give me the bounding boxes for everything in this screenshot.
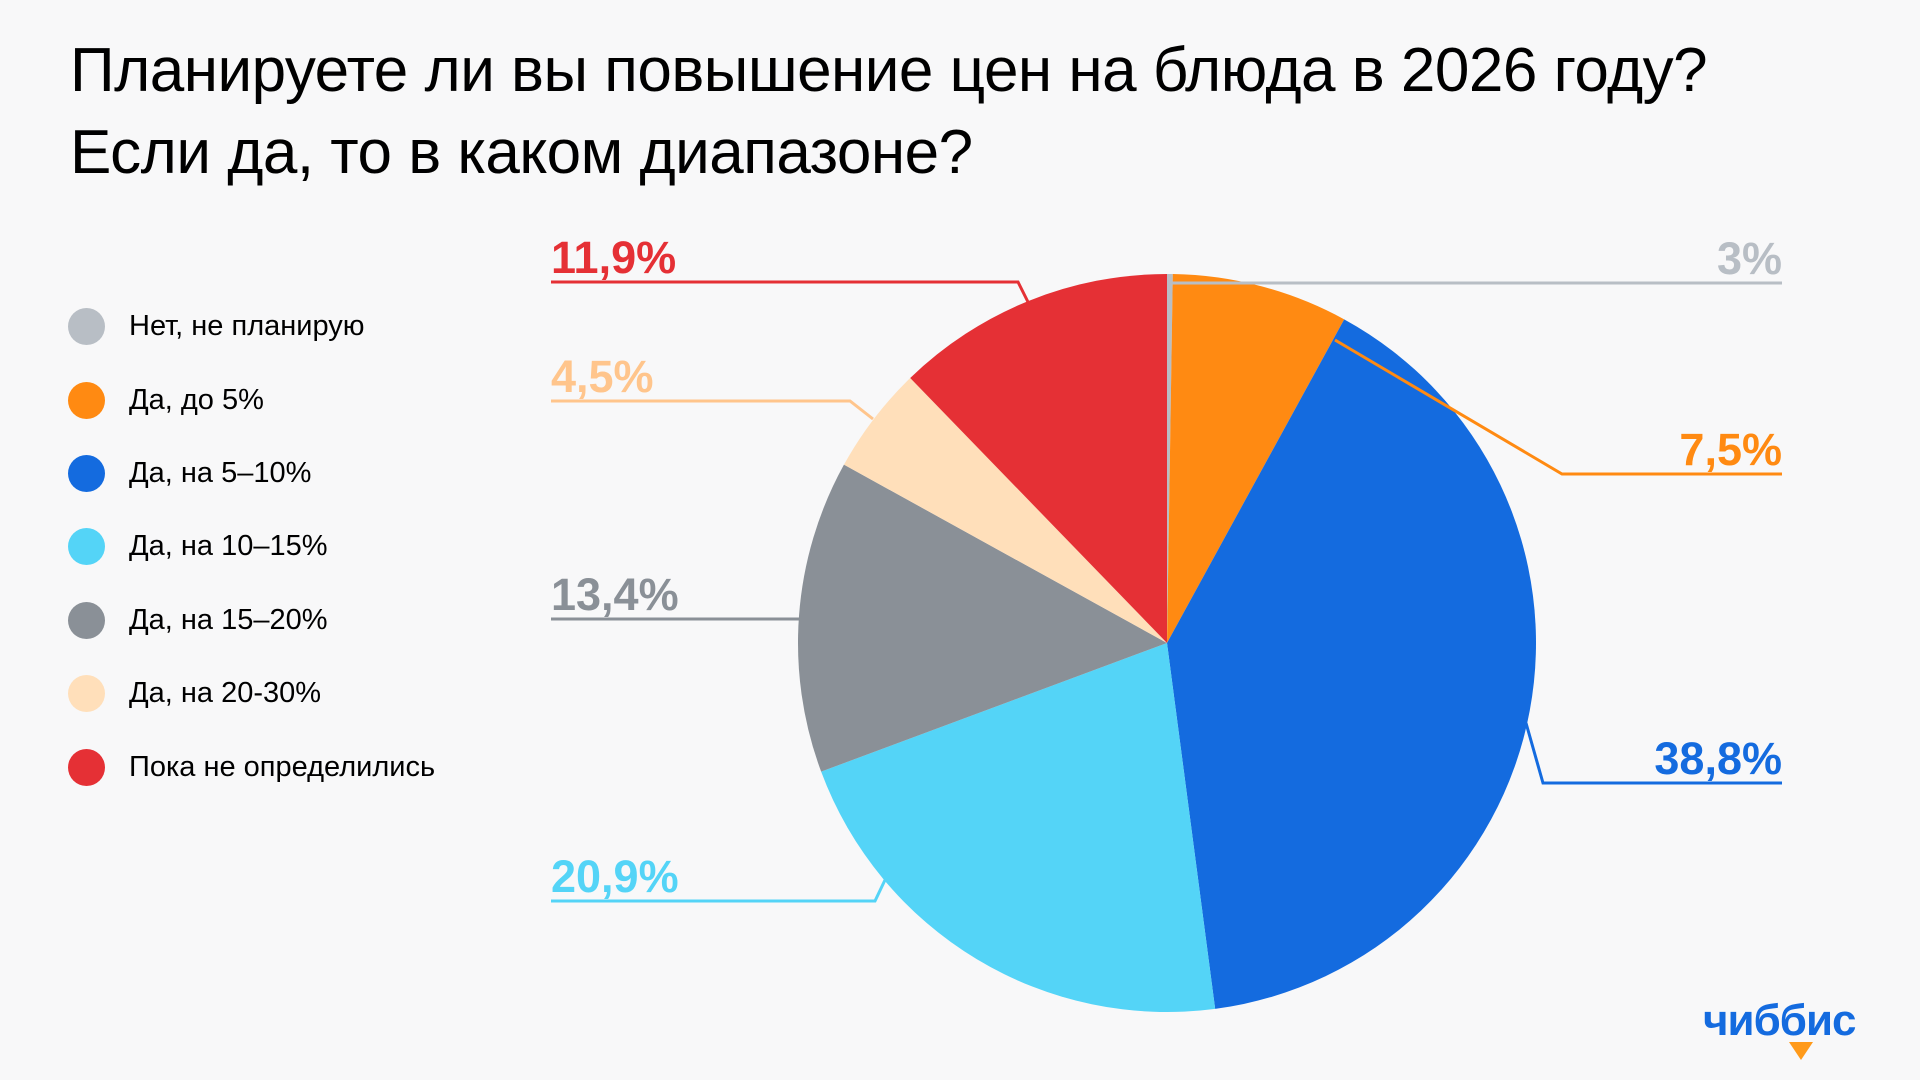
legend-label: Да, на 10–15% <box>129 530 328 563</box>
pie-slice <box>843 378 1167 643</box>
title-line-1: Планируете ли вы повышение цен на блюда … <box>70 36 1708 105</box>
legend-label: Нет, не планирую <box>129 310 365 343</box>
legend-item: Да, на 10–15% <box>68 510 435 583</box>
legend-dot-icon <box>68 748 105 786</box>
pie-slice <box>821 643 1216 1012</box>
leader-line <box>551 280 1030 303</box>
legend-item: Да, на 5–10% <box>68 437 435 510</box>
legend-item: Да, на 20-30% <box>68 657 435 730</box>
leader-line <box>1524 722 1782 785</box>
legend-item: Пока не определились <box>68 730 435 803</box>
pie-slice <box>1167 274 1173 643</box>
legend-label: Да, до 5% <box>129 383 264 416</box>
legend-dot-icon <box>68 528 105 566</box>
title-line-2: Если да, то в каком диапазоне? <box>70 118 973 187</box>
pie-slice <box>1167 319 1536 1009</box>
pie-slice <box>910 274 1167 643</box>
logo-beak-icon <box>1789 1042 1813 1060</box>
leader-line <box>551 879 887 903</box>
leader-line <box>1334 338 1782 476</box>
percent-label: 20,9% <box>551 851 679 902</box>
legend-item: Да, до 5% <box>68 363 435 436</box>
legend-label: Да, на 20-30% <box>129 677 322 710</box>
legend-label: Да, на 5–10% <box>129 456 312 489</box>
legend-dot-icon <box>68 601 105 639</box>
legend-dot-icon <box>68 675 105 713</box>
legend-label: Да, на 15–20% <box>129 603 328 636</box>
legend-dot-icon <box>68 381 105 419</box>
pie-slice <box>798 464 1167 772</box>
legend-item: Да, на 15–20% <box>68 584 435 657</box>
legend-dot-icon <box>68 454 105 492</box>
chart-title: Планируете ли вы повышение цен на блюда … <box>70 30 1708 194</box>
legend-item: Нет, не планирую <box>68 290 435 363</box>
legend-label: Пока не определились <box>129 750 436 783</box>
legend: Нет, не планирую Да, до 5% Да, на 5–10% Да,… <box>68 290 435 804</box>
percent-label: 7,5% <box>1679 424 1782 475</box>
pie-slice <box>1167 274 1345 643</box>
percent-label: 11,9% <box>551 232 676 283</box>
leader-line <box>551 399 874 421</box>
percent-label: 38,8% <box>1654 733 1782 784</box>
logo-text: чиббис <box>1703 996 1856 1045</box>
percent-label: 4,5% <box>551 351 654 402</box>
legend-dot-icon <box>68 308 105 346</box>
percent-label: 13,4% <box>551 569 679 620</box>
chibbis-logo: чиббис <box>1703 996 1893 1062</box>
percent-label: 3% <box>1717 233 1782 284</box>
